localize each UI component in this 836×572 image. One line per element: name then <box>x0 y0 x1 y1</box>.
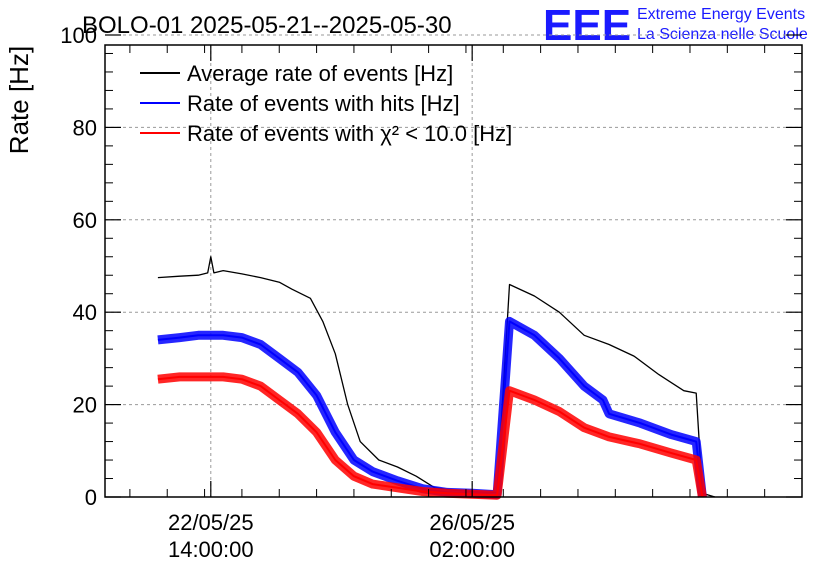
x-tick-label-date: 26/05/25 <box>429 510 515 535</box>
legend: Average rate of events [Hz] Rate of event… <box>140 61 512 146</box>
x-tick-label-date: 22/05/25 <box>168 510 254 535</box>
y-tick-label: 0 <box>85 485 97 510</box>
legend-label: Average rate of events [Hz] <box>187 61 453 86</box>
y-tick-label: 100 <box>60 23 97 48</box>
series-band <box>157 316 707 500</box>
grid-lines <box>105 34 802 497</box>
eee-logo: EEE Extreme Energy Events La Scienza nel… <box>543 1 808 50</box>
eee-logo-line2: La Scienza nelle Scuole <box>637 26 808 43</box>
y-tick-label: 20 <box>73 393 97 418</box>
y-tick-label: 60 <box>73 208 97 233</box>
series-line <box>157 256 716 498</box>
x-tick-label-time: 14:00:00 <box>168 537 254 562</box>
y-axis-label: Rate [Hz] <box>4 46 34 154</box>
series-layer <box>157 256 716 500</box>
y-tick-label: 40 <box>73 300 97 325</box>
series-band <box>157 372 707 500</box>
plot-frame <box>104 44 803 498</box>
series-line <box>157 375 704 498</box>
eee-logo-line1: Extreme Energy Events <box>637 6 805 23</box>
y-tick-label: 80 <box>73 115 97 140</box>
legend-label: Rate of events with hits [Hz] <box>187 91 460 116</box>
x-tick-label-time: 02:00:00 <box>429 537 515 562</box>
eee-logo-mark: EEE <box>543 1 631 50</box>
legend-label: Rate of events with χ² < 10.0 [Hz] <box>187 121 512 146</box>
series-line <box>157 320 704 498</box>
